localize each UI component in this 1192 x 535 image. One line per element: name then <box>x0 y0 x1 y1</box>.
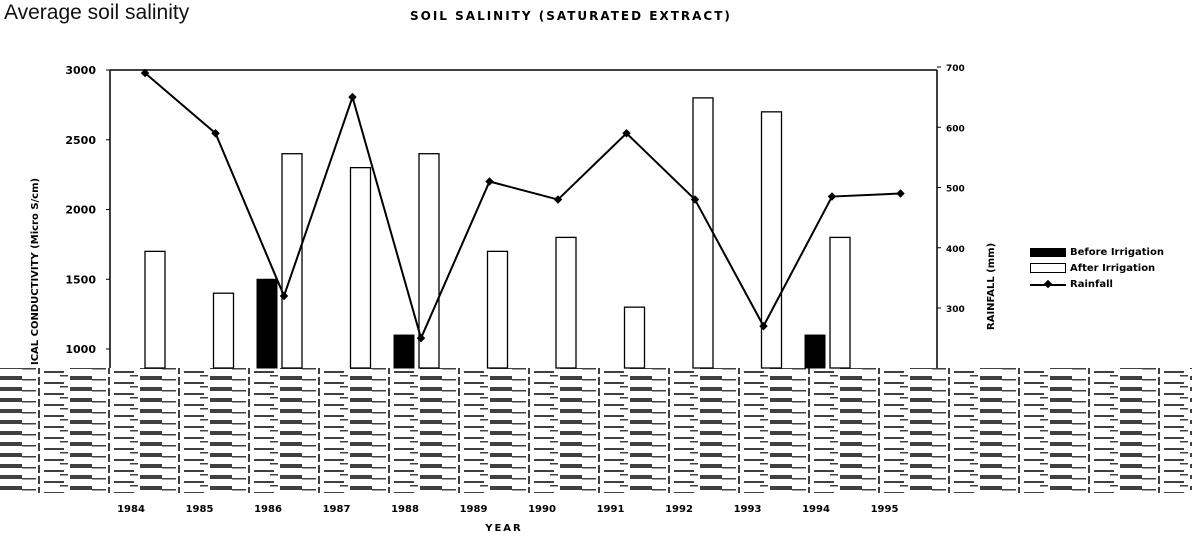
legend-item-after: After Irrigation <box>1030 260 1164 276</box>
bar-after-irrigation <box>692 97 714 369</box>
y2-tick-label: 300 <box>946 305 965 315</box>
y-tick-label: 2000 <box>65 204 96 217</box>
bar-after-irrigation <box>760 111 783 369</box>
x-tick-label: 1995 <box>871 504 899 515</box>
legend-label-after: After Irrigation <box>1070 262 1156 274</box>
bar-after-irrigation <box>555 236 577 369</box>
bar-after-irrigation <box>281 153 303 369</box>
rainfall-point <box>140 68 150 78</box>
rainfall-point <box>416 333 426 343</box>
rainfall-point <box>759 321 768 331</box>
x-tick-label: 1984 <box>117 504 145 515</box>
rainfall-line <box>144 72 901 342</box>
x-tick-label: 1990 <box>528 504 556 515</box>
rainfall-point <box>485 177 494 186</box>
bar-before-irrigation <box>804 334 826 369</box>
bar-before-irrigation <box>393 334 415 369</box>
rainfall-point <box>827 192 837 201</box>
y-tick-label: 1500 <box>65 273 96 286</box>
x-axis-label: YEAR <box>484 523 523 534</box>
legend-swatch-rainfall <box>1030 280 1066 289</box>
bar-after-irrigation <box>486 250 509 369</box>
x-tick-label: 1988 <box>391 504 419 515</box>
bar-before-irrigation <box>256 278 278 369</box>
x-tick-label: 1992 <box>665 504 693 515</box>
y-tick-label: 2500 <box>65 134 96 147</box>
rainfall-point <box>348 92 357 102</box>
legend-swatch-before <box>1030 247 1066 257</box>
rainfall-point <box>896 189 905 198</box>
rainfall-point <box>279 291 289 301</box>
bar-after-irrigation <box>623 306 646 369</box>
x-tick-label: 1993 <box>734 504 762 515</box>
x-tick-label: 1985 <box>186 504 214 515</box>
y2-axis-label: RAINFALL (mm) <box>986 243 997 330</box>
page-title: Average soil salinity <box>4 1 190 24</box>
x-tick-label: 1989 <box>460 504 488 515</box>
y-tick-label: 1000 <box>65 343 96 356</box>
y2-tick-label: 500 <box>946 185 965 195</box>
x-tick-label: 1987 <box>323 504 351 515</box>
y2-tick-label: 600 <box>946 124 965 134</box>
y-tick-label: 3000 <box>65 64 96 77</box>
legend-item-before: Before Irrigation <box>1030 244 1164 260</box>
scan-distortion <box>0 368 1192 493</box>
bar-after-irrigation <box>349 166 372 369</box>
bar-after-irrigation <box>144 250 166 369</box>
chart-title: SOIL SALINITY (SATURATED EXTRACT) <box>410 9 732 23</box>
y2-tick-label: 700 <box>946 64 965 74</box>
x-tick-label: 1986 <box>254 504 282 515</box>
legend-label-before: Before Irrigation <box>1070 246 1164 258</box>
legend-item-rainfall: Rainfall <box>1030 276 1164 292</box>
rainfall-point <box>211 129 220 138</box>
x-tick-label: 1994 <box>802 504 830 515</box>
bar-after-irrigation <box>829 236 851 369</box>
legend: Before Irrigation After Irrigation Rainf… <box>1030 244 1164 292</box>
y2-tick-label: 400 <box>946 245 965 255</box>
bar-after-irrigation <box>212 292 235 369</box>
y-axis-label: ICAL CONDUCTIVITY (Micro S/cm) <box>30 178 41 365</box>
x-tick-label: 1991 <box>597 504 625 515</box>
legend-label-rainfall: Rainfall <box>1070 278 1113 290</box>
legend-swatch-after <box>1030 263 1066 273</box>
